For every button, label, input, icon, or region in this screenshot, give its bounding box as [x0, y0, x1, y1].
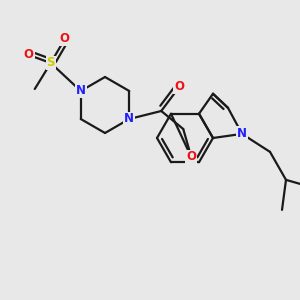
Text: N: N	[124, 112, 134, 125]
Text: O: O	[174, 80, 184, 94]
Text: N: N	[237, 128, 247, 140]
Text: O: O	[60, 32, 70, 46]
Text: N: N	[76, 85, 86, 98]
Text: O: O	[186, 151, 196, 164]
Text: S: S	[46, 56, 55, 70]
Text: O: O	[24, 49, 34, 62]
